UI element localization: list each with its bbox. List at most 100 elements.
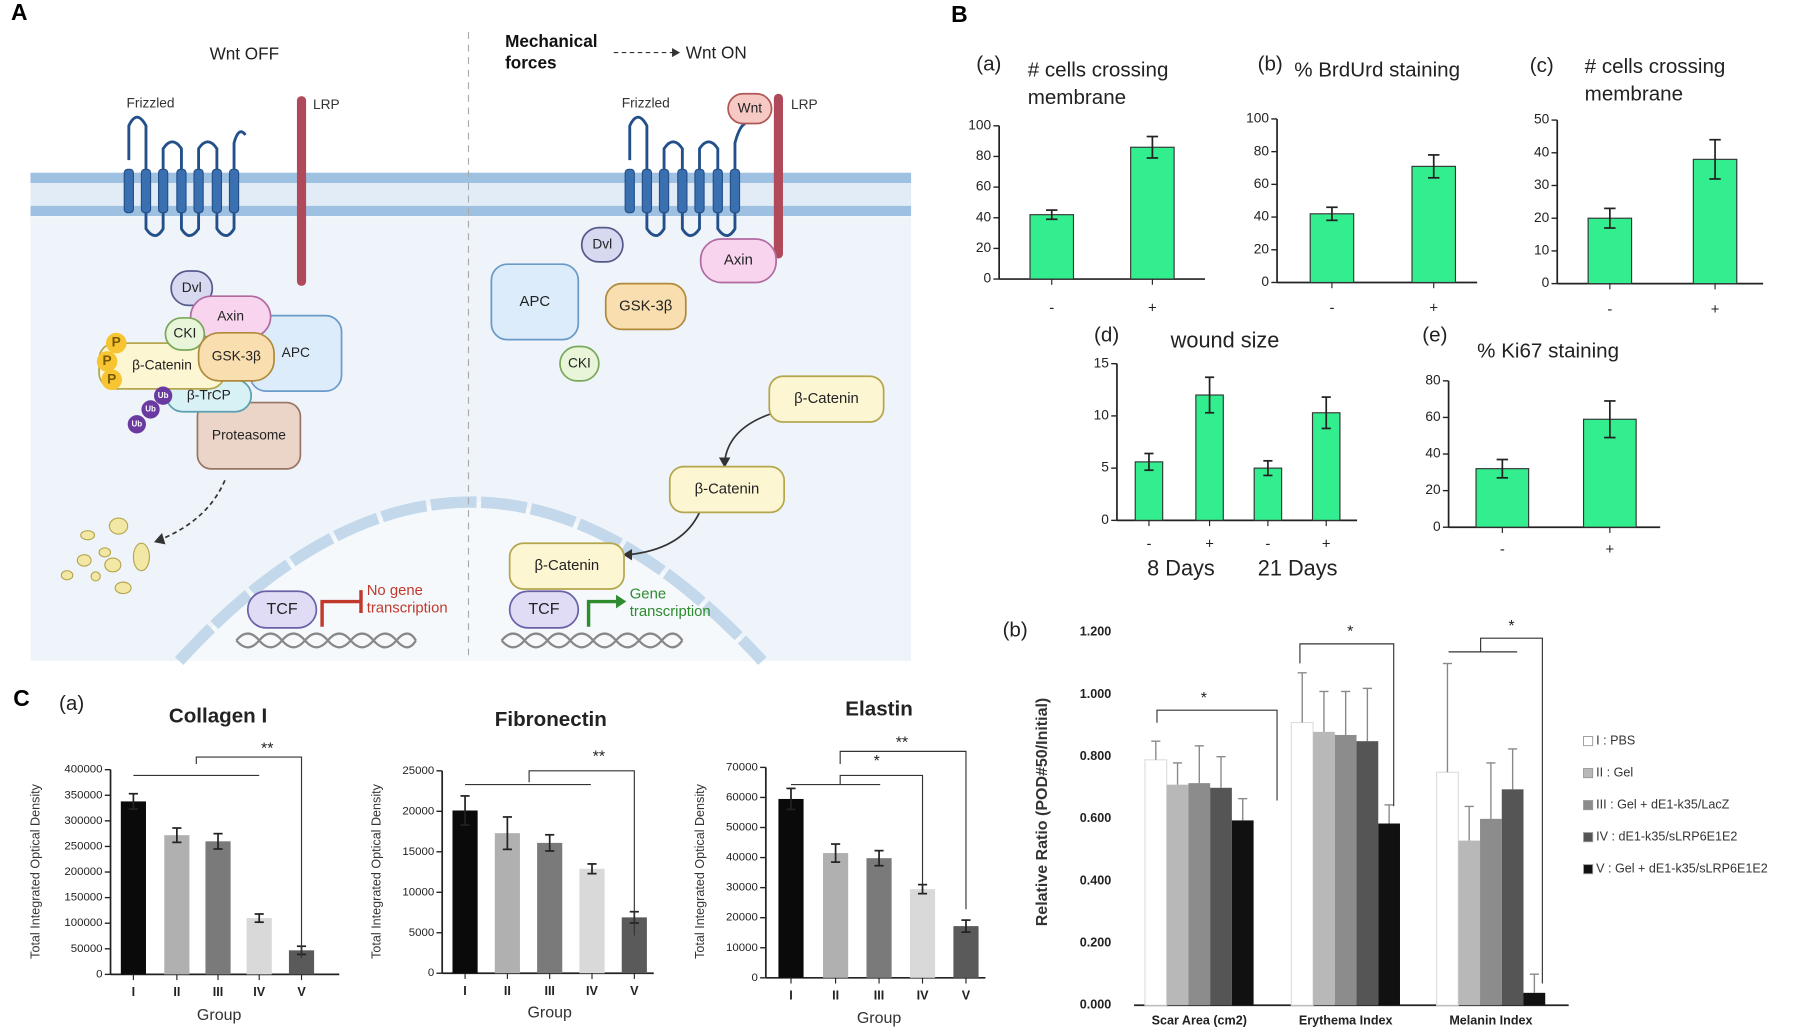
x-axis-label: Group xyxy=(857,1010,902,1027)
x-tick-label: - xyxy=(1329,301,1334,317)
chart-label: (e) xyxy=(1422,324,1447,347)
y-tick-label: 50 xyxy=(1534,112,1550,127)
y-axis-label: Total Integrated Optical Density xyxy=(693,783,707,958)
diagram-node-label: TCF xyxy=(267,601,298,618)
x-tick-label: IV xyxy=(586,984,598,998)
diagram-node-label: CKI xyxy=(173,326,196,341)
bar xyxy=(120,801,146,975)
bar xyxy=(1134,461,1164,521)
nucleus xyxy=(174,496,767,665)
annotation: * xyxy=(1347,624,1353,641)
y-tick-label: 50000 xyxy=(726,822,758,834)
y-tick-label: 10000 xyxy=(726,942,758,954)
x-tick-label: - xyxy=(1265,536,1270,552)
y-tick-label: 0.400 xyxy=(1080,873,1111,887)
membrane-inner xyxy=(30,205,912,217)
diagram-node xyxy=(101,369,122,390)
bar xyxy=(1029,214,1075,280)
bar xyxy=(1290,721,1314,1006)
x-tick-label: + xyxy=(1711,302,1720,318)
diagram-node-label: Axin xyxy=(724,253,753,269)
y-tick-label: 80 xyxy=(976,148,992,163)
diagram-node xyxy=(164,317,206,351)
bar xyxy=(1523,992,1546,1006)
y-tick-label: 5000 xyxy=(409,927,434,939)
legend-swatch xyxy=(1583,800,1594,811)
membrane-outer xyxy=(30,172,912,183)
y-tick-label: 0 xyxy=(983,271,991,286)
chart-label: (b) xyxy=(1258,53,1283,76)
diagram-node xyxy=(580,226,624,263)
y-tick-label: 20 xyxy=(1254,241,1270,256)
diagram-node-label: Axin xyxy=(217,308,244,323)
bar xyxy=(1166,784,1189,1006)
bar xyxy=(1195,394,1224,521)
frizzled-left xyxy=(123,115,247,237)
activation xyxy=(586,599,618,627)
bar xyxy=(1144,759,1168,1006)
diagram-node xyxy=(141,400,160,419)
y-tick-label: 80 xyxy=(1254,143,1270,158)
chart-title: membrane xyxy=(1585,82,1683,105)
y-tick-label: 20 xyxy=(976,240,992,255)
bar xyxy=(246,918,272,975)
diagram-node-label: P xyxy=(103,353,112,368)
x-tick-label: II xyxy=(832,988,839,1002)
bar xyxy=(1188,783,1211,1006)
x-tick-label: III xyxy=(213,985,223,999)
chart-title: wound size xyxy=(1170,328,1280,353)
diagram-node xyxy=(668,465,785,514)
diagram-node-label: Ub xyxy=(158,391,169,400)
x-tick-label: + xyxy=(1429,301,1438,317)
y-tick-label: 100 xyxy=(1246,111,1269,126)
diagram-node xyxy=(559,345,600,382)
y-tick-label: 60000 xyxy=(726,791,758,803)
y-tick-label: 20 xyxy=(1425,482,1441,497)
bar xyxy=(1313,731,1335,1006)
y-tick-label: 100 xyxy=(968,117,991,132)
annotation: ** xyxy=(593,748,605,765)
diagram-label: LRP xyxy=(313,97,340,112)
y-tick-label: 40 xyxy=(976,209,992,224)
y-tick-label: 350000 xyxy=(64,789,102,801)
diagram-node xyxy=(197,331,275,382)
diagram-node-label: Ub xyxy=(131,419,142,428)
y-tick-label: 20 xyxy=(1534,210,1550,225)
diagram-node-label: APC xyxy=(520,294,551,310)
x-tick-label: III xyxy=(874,988,884,1002)
bar xyxy=(1458,840,1481,1006)
panel-label: C xyxy=(13,685,30,711)
y-tick-label: 0 xyxy=(1261,274,1269,289)
diagram-label: transcription xyxy=(630,604,711,620)
annotation: * xyxy=(1508,618,1514,635)
significance-bracket xyxy=(839,774,924,887)
annotation: * xyxy=(1201,690,1207,707)
x-tick-label: + xyxy=(1205,536,1214,552)
legend-swatch xyxy=(1583,864,1594,875)
y-tick-label: 0.200 xyxy=(1080,935,1111,949)
y-tick-label: 40000 xyxy=(726,852,758,864)
y-tick-label: 10000 xyxy=(402,886,434,898)
diagram-node-label: β-TrCP xyxy=(187,387,231,402)
chart-title: % BrdUrd staining xyxy=(1294,58,1460,81)
y-tick-label: 15 xyxy=(1094,355,1110,370)
dna xyxy=(500,632,684,649)
x-tick-label: - xyxy=(1607,302,1612,318)
diagram-node xyxy=(127,415,146,434)
y-tick-label: 15000 xyxy=(402,846,434,858)
diagram-label: Wnt ON xyxy=(686,42,747,62)
y-tick-label: 20000 xyxy=(726,912,758,924)
diagram-label: No gene xyxy=(367,583,423,599)
bar xyxy=(537,842,563,974)
y-tick-label: 50000 xyxy=(71,943,103,955)
x-tick-label: IV xyxy=(917,988,929,1002)
bar xyxy=(1436,771,1459,1006)
diagram-node-label: P xyxy=(107,371,116,386)
group-label: 21 Days xyxy=(1258,555,1338,580)
y-tick-label: 1.000 xyxy=(1080,687,1111,701)
diagram-node xyxy=(96,351,118,372)
annotation: ** xyxy=(896,735,908,752)
x-tick-label: - xyxy=(1146,536,1151,552)
x-tick-label: + xyxy=(1322,536,1331,552)
x-tick-label: - xyxy=(1049,301,1054,317)
